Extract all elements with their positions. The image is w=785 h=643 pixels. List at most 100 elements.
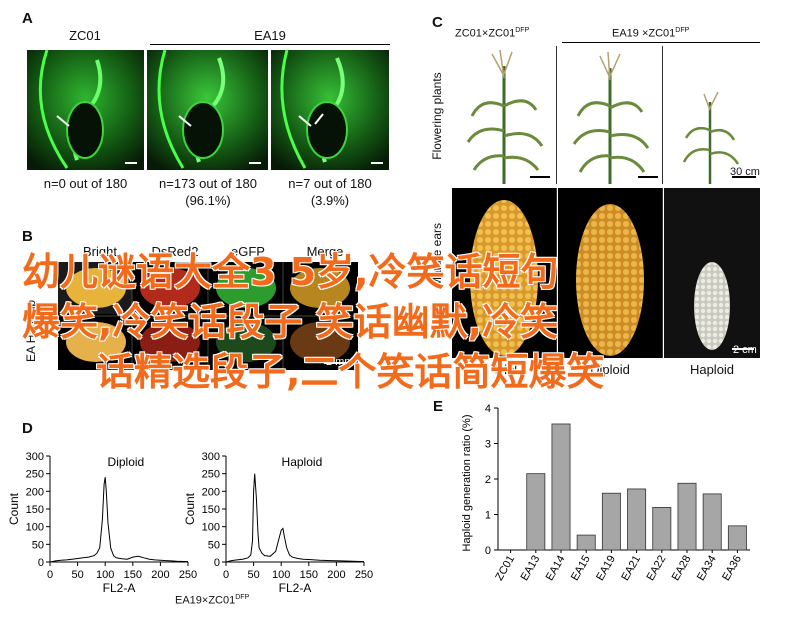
panel-a-col-ea19: EA19 — [254, 28, 286, 43]
panel-b-header-egfp: eGFP — [231, 244, 265, 259]
diploid-hist-x-label: FL2-A — [103, 581, 136, 595]
panel-d-footer: EA19×ZC01DFP — [175, 594, 249, 607]
haploid-hist-y-label: Count — [183, 492, 197, 525]
haploid-hist-y-tick-label: 0 — [214, 557, 220, 569]
panel-c-scale-top: 30 cm — [730, 166, 760, 178]
panel-a-header-rule — [150, 44, 390, 45]
haploid-hist-series-line — [225, 473, 365, 563]
haploid-hist-y-tick-label: 150 — [202, 504, 220, 516]
panel-c-header-left: ZC01×ZC01DFP — [455, 27, 529, 40]
bar-x-tick-label: ZC01 — [493, 554, 517, 583]
bar-x-tick-label: EA21 — [619, 554, 643, 583]
bar-y-tick-label: 1 — [485, 510, 491, 522]
bar-x-tick-label: EA19 — [594, 554, 618, 583]
bar-y-tick-label: 2 — [485, 474, 491, 486]
panel-a-col-zc01: ZC01 — [69, 28, 101, 43]
bar-y-label: Haploid generation ratio (%) — [461, 415, 473, 552]
panel-a-caption-3: n=7 out of 180 — [288, 176, 372, 191]
panel-a-label: A — [22, 10, 33, 27]
diploid-hist-x-tick-label: 50 — [71, 569, 83, 581]
diploid-hist-y-tick-label: 0 — [38, 557, 44, 569]
panel-b-header-dsred2: DsRed2 — [151, 244, 199, 259]
panel-c-scale-bottom: 2 cm — [733, 344, 757, 356]
haploid-hist-x-tick-label: 200 — [327, 569, 345, 581]
diploid-hist-y-tick-label: 50 — [32, 539, 44, 551]
bar-x-tick-label: EA15 — [569, 554, 593, 583]
bar-ea22 — [652, 507, 672, 551]
haploid-hist-x-label: FL2-A — [279, 581, 312, 595]
haploid-hist-y-tick-label: 50 — [208, 539, 220, 551]
diploid-hist-y-tick-label: 150 — [26, 504, 44, 516]
photo-plant-diploid — [452, 46, 557, 184]
diploid-hist-y-label: Count — [7, 492, 21, 525]
micrograph-ea19-b — [271, 50, 389, 170]
bar-ea28 — [677, 482, 697, 551]
diploid-hist-x-tick-label: 250 — [179, 569, 197, 581]
panel-c-label: C — [432, 14, 443, 31]
diploid-hist-title: Diploid — [108, 455, 145, 469]
diploid-hist-y-tick-label: 200 — [26, 486, 44, 498]
bar-y-tick-label: 4 — [485, 403, 491, 415]
diploid-hist-x-tick-label: 200 — [151, 569, 169, 581]
overlay-banner-line-3: 话精选段子,二个笑话简短爆笑 — [96, 350, 605, 394]
diploid-hist-y-tick-label: 250 — [26, 469, 44, 481]
bar-y-tick-label: 3 — [485, 439, 491, 451]
panel-a-caption-2: n=173 out of 180 — [159, 176, 257, 191]
panel-c-header-left-text: ZC01×ZC01 — [455, 27, 516, 40]
photo-plant-ea19-diploid — [558, 46, 663, 184]
haploid-hist-x-tick-label: 250 — [355, 569, 373, 581]
bar-ea15 — [576, 534, 596, 551]
panel-a-caption-3b: (3.9%) — [310, 193, 350, 208]
panel-c-header-right: EA19 ×ZC01DFP — [612, 27, 689, 40]
panel-d-footer-text: EA19×ZC01 — [175, 594, 236, 607]
panel-b-scale: 2 mm — [326, 356, 354, 368]
panel-c-header-right-text: EA19 ×ZC01 — [612, 27, 676, 40]
photo-ear-ea19-haploid — [664, 188, 760, 358]
bar-ea21 — [627, 488, 647, 551]
panel-c-caption-3: Haploid — [689, 362, 735, 377]
panel-c-header-right-sup: DFP — [675, 27, 690, 34]
bar-ea14 — [551, 423, 571, 551]
panel-c-header-left-sup: DFP — [515, 27, 530, 34]
photo-plant-ea19-haploid — [664, 46, 760, 184]
haploid-hist-y-tick-label: 100 — [202, 522, 220, 534]
panel-c-row-label-top: Flowering plants — [430, 48, 450, 184]
haploid-hist-title: Haploid — [282, 455, 323, 469]
haploid-hist-y-tick-label: 200 — [202, 486, 220, 498]
panel-c-caption-1: Dipl — [494, 362, 518, 377]
panel-d-footer-sup: DFP — [235, 594, 250, 601]
diploid-hist-x-tick-label: 0 — [47, 569, 53, 581]
bar-x-tick-label: EA36 — [720, 554, 744, 583]
panel-b-header-bright: Bright — [83, 244, 117, 259]
haploid-hist-x-tick-label: 100 — [272, 569, 290, 581]
panel-c-caption-2: Diploid — [590, 362, 630, 377]
diploid-hist-series-line — [49, 477, 189, 563]
photo-ear-diploid — [452, 188, 557, 358]
haploid-hist-y-tick-label: 300 — [202, 451, 220, 463]
kernel-fluorescence-grid — [58, 262, 358, 370]
bar-y-tick-label: 0 — [485, 545, 491, 557]
bar-x-tick-label: EA14 — [544, 554, 568, 583]
bar-ea13 — [526, 473, 546, 551]
panel-b-header-merge: Merge — [306, 244, 344, 259]
bar-x-tick-label: EA22 — [645, 554, 669, 583]
panel-b-label: B — [22, 228, 33, 245]
haploid-hist-x-tick-label: 50 — [247, 569, 259, 581]
bar-x-tick-label: EA34 — [695, 554, 719, 583]
panel-d-label: D — [22, 420, 33, 437]
panel-a-caption-1: n=0 out of 180 — [43, 176, 128, 191]
bar-x-tick-label: EA13 — [519, 554, 543, 583]
panel-b-row-label-ea: EA — [24, 346, 38, 362]
haploid-hist-y-tick-label: 250 — [202, 469, 220, 481]
histogram-diploid: 0 50 100 150 200 250 300 0 50 100 150 200 250 Diploid… — [7, 451, 197, 595]
haploid-hist-x-tick-label: 0 — [223, 569, 229, 581]
haploid-hist-x-tick-label: 150 — [300, 569, 318, 581]
panel-e-label: E — [433, 398, 444, 415]
bar-x-tick-label: EA28 — [670, 554, 694, 583]
panel-a-caption-2b: (96.1%) — [185, 193, 231, 208]
micrograph-ea19-a — [147, 50, 268, 170]
bar-ea19 — [601, 492, 621, 551]
photo-ear-ea19-diploid — [558, 188, 663, 358]
overlay-banner-line-1: 幼儿谜语大全3 5岁,冷笑话短句 — [22, 250, 559, 294]
